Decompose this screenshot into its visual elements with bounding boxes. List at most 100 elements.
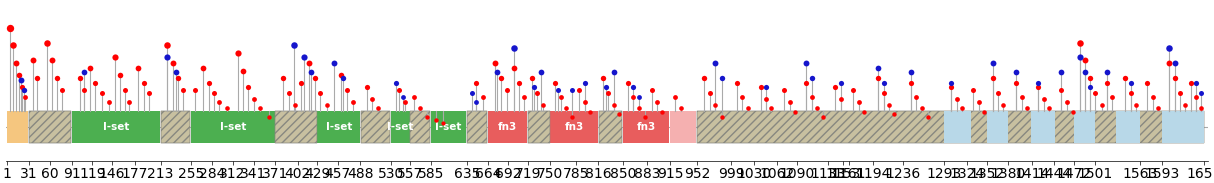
Point xyxy=(796,81,816,84)
Point xyxy=(1122,81,1141,84)
Bar xyxy=(599,111,623,143)
Point xyxy=(393,96,413,99)
Bar xyxy=(410,111,430,143)
Point xyxy=(727,81,747,84)
Point xyxy=(466,100,486,103)
Point xyxy=(333,77,352,80)
Point xyxy=(1192,106,1212,109)
Point xyxy=(174,88,193,91)
Point xyxy=(194,66,214,69)
Point xyxy=(705,103,725,106)
Point xyxy=(74,71,93,74)
Bar xyxy=(528,111,550,143)
Point xyxy=(629,106,648,109)
Point xyxy=(1186,81,1206,84)
Point xyxy=(106,56,125,59)
Point xyxy=(169,77,188,80)
Point xyxy=(305,77,324,80)
Point xyxy=(700,92,720,94)
Point xyxy=(1144,96,1163,99)
Bar xyxy=(276,111,317,143)
Text: I-set: I-set xyxy=(325,122,352,132)
Point xyxy=(647,100,666,103)
Point xyxy=(609,112,629,115)
Point xyxy=(100,100,119,103)
Point xyxy=(813,115,833,118)
Point xyxy=(299,62,318,65)
Point xyxy=(533,103,552,106)
Point xyxy=(1028,85,1048,88)
Bar xyxy=(1117,111,1140,143)
Bar xyxy=(599,111,623,143)
Point xyxy=(1006,71,1026,74)
Point xyxy=(1017,106,1037,109)
Point xyxy=(802,96,822,99)
Point xyxy=(596,85,615,88)
Point xyxy=(665,96,685,99)
Text: I-set: I-set xyxy=(103,122,129,132)
Point xyxy=(524,85,544,88)
Point xyxy=(185,88,204,91)
Point xyxy=(129,66,148,69)
Point xyxy=(562,115,582,118)
Point xyxy=(1071,41,1090,44)
Point xyxy=(1159,62,1179,65)
Point xyxy=(618,81,637,84)
Point xyxy=(761,106,781,109)
Point xyxy=(410,106,430,109)
Bar xyxy=(1073,111,1095,143)
Point xyxy=(244,97,263,100)
Point xyxy=(294,56,313,59)
Point xyxy=(504,66,523,69)
Point xyxy=(546,81,566,84)
Point xyxy=(135,81,154,84)
Point xyxy=(751,85,771,88)
Point xyxy=(337,88,357,91)
Point xyxy=(12,85,32,88)
Point xyxy=(15,88,34,91)
Point xyxy=(738,106,758,109)
Point xyxy=(624,85,643,88)
Bar xyxy=(488,111,527,143)
Point xyxy=(1097,81,1117,84)
Point xyxy=(574,81,594,84)
Point xyxy=(918,115,937,118)
Point xyxy=(47,77,67,80)
Point xyxy=(1012,96,1032,99)
Point xyxy=(42,59,62,62)
Point xyxy=(115,88,135,91)
Point xyxy=(941,85,960,88)
Point xyxy=(1076,71,1095,74)
Point xyxy=(832,81,851,84)
Bar xyxy=(410,111,430,143)
Point xyxy=(396,100,415,103)
Point xyxy=(344,100,363,103)
Point xyxy=(826,85,845,88)
Point xyxy=(1102,96,1122,99)
Point xyxy=(291,81,311,84)
Point xyxy=(807,106,827,109)
Point xyxy=(901,81,920,84)
Bar xyxy=(160,111,191,143)
Point xyxy=(713,115,732,118)
Point xyxy=(1138,81,1157,84)
Text: fn3: fn3 xyxy=(498,122,517,132)
Point xyxy=(1116,77,1135,80)
Point xyxy=(952,106,971,109)
Point xyxy=(522,77,541,80)
Point xyxy=(1186,96,1206,99)
Point xyxy=(279,92,299,94)
Bar xyxy=(29,111,72,143)
Point xyxy=(1085,92,1105,94)
Bar xyxy=(7,111,28,143)
Bar xyxy=(697,111,1204,143)
Point xyxy=(874,81,894,84)
Bar xyxy=(361,111,390,143)
Point xyxy=(1127,103,1146,106)
Point xyxy=(492,77,511,80)
Bar xyxy=(391,111,409,143)
Point xyxy=(16,96,35,99)
Bar xyxy=(361,111,390,143)
Point xyxy=(969,100,988,103)
Bar xyxy=(467,111,487,143)
